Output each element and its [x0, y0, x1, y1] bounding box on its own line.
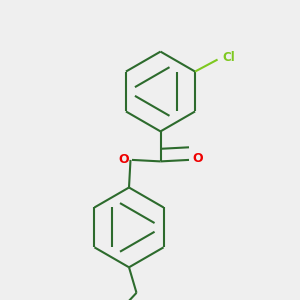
Text: O: O [192, 152, 202, 166]
Text: O: O [118, 153, 129, 167]
Text: Cl: Cl [222, 51, 235, 64]
